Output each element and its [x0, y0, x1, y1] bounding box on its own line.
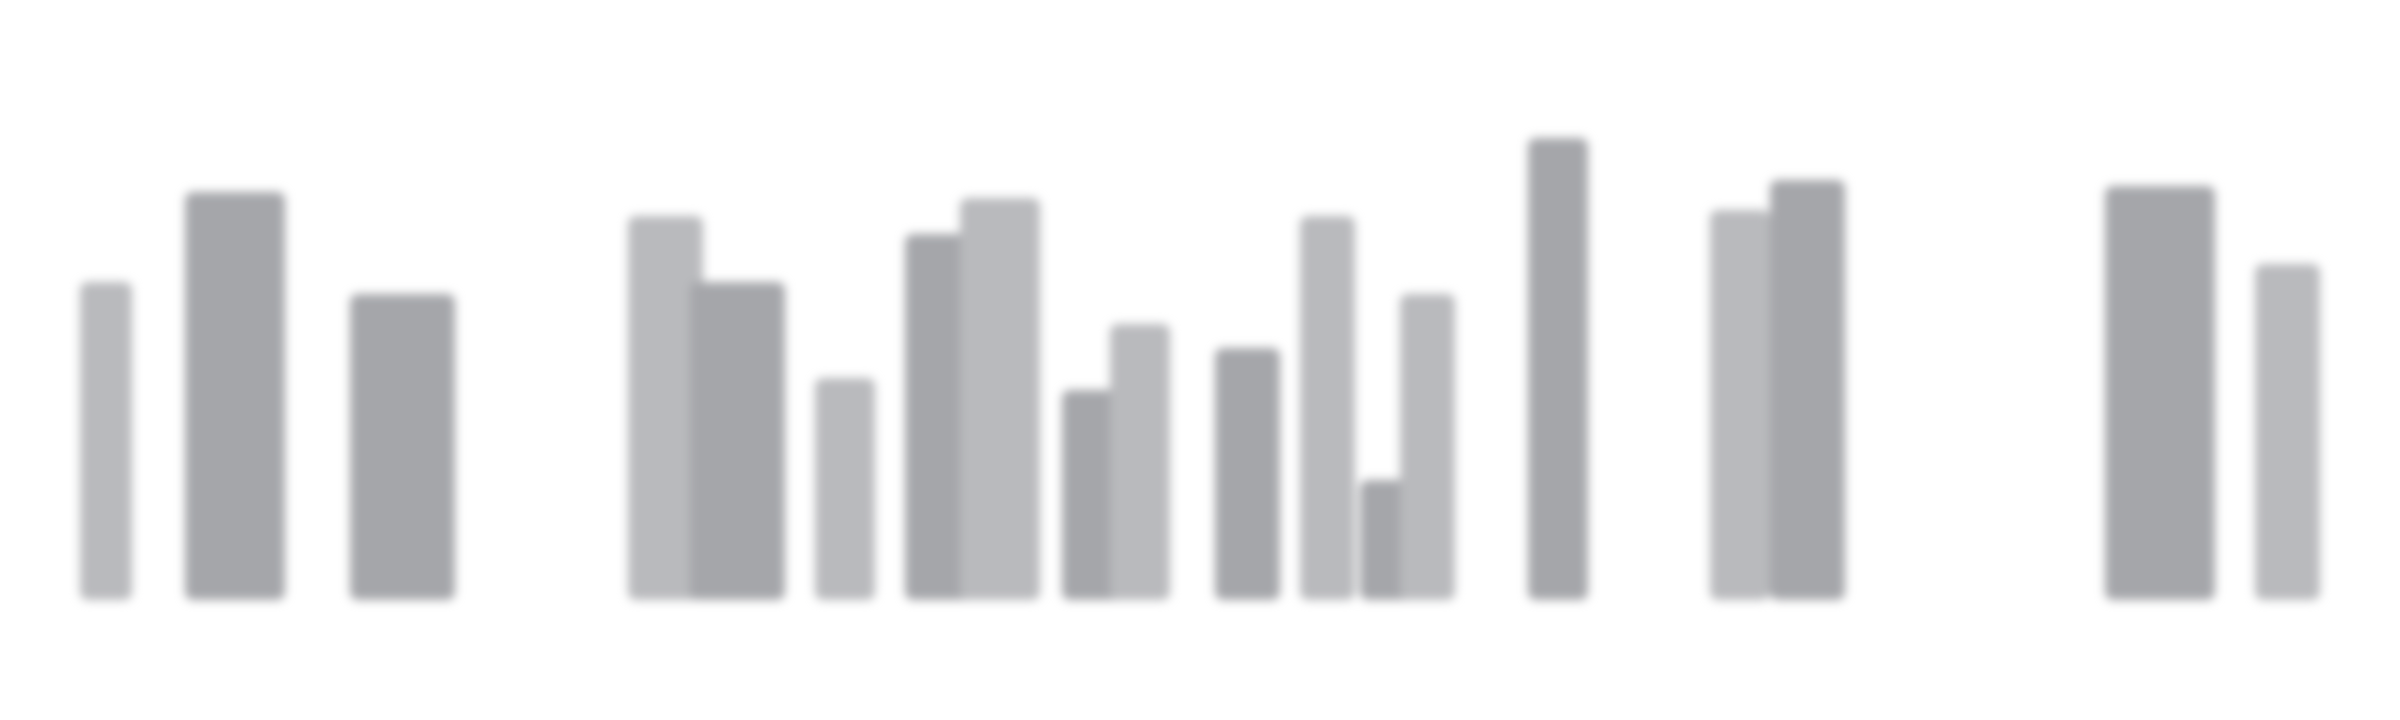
skeleton-bar — [628, 216, 703, 600]
skeleton-bar — [1110, 324, 1170, 600]
skeleton-bar — [2255, 264, 2320, 600]
skeleton-bar — [1400, 294, 1455, 600]
skeleton-bar — [1770, 180, 1845, 600]
skeleton-bar — [1215, 348, 1280, 600]
skeleton-bar — [960, 198, 1040, 600]
skeleton-bar — [185, 192, 285, 600]
skeleton-bar — [815, 378, 875, 600]
skeleton-bar — [80, 282, 132, 600]
skeleton-bar — [1528, 138, 1588, 600]
skeleton-bar — [1300, 216, 1355, 600]
skeleton-bar — [1710, 210, 1770, 600]
skeleton-bar — [350, 294, 455, 600]
skeleton-bar — [2105, 186, 2215, 600]
skeleton-bar — [690, 282, 785, 600]
